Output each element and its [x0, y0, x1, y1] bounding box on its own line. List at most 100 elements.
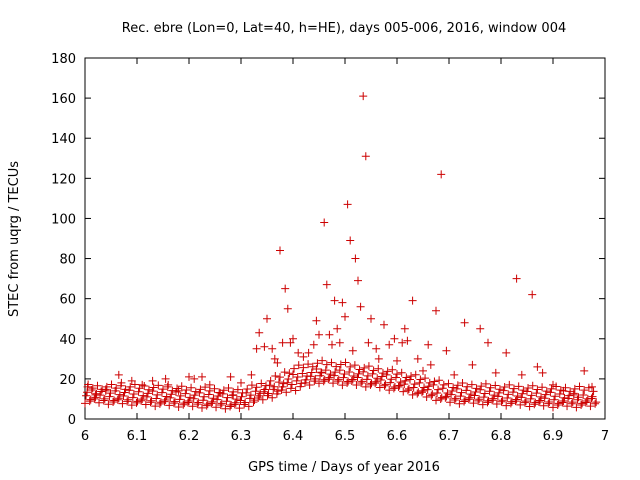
data-point	[226, 402, 235, 411]
data-point	[393, 356, 401, 365]
data-point	[170, 397, 179, 406]
data-point	[273, 358, 282, 367]
data-point	[164, 380, 173, 389]
data-point	[400, 324, 409, 333]
data-point	[231, 398, 240, 407]
data-point	[129, 390, 138, 399]
data-point	[335, 366, 344, 375]
data-point	[304, 348, 313, 357]
data-point	[444, 379, 453, 388]
data-point	[408, 390, 417, 399]
data-point	[570, 384, 579, 393]
data-point	[87, 385, 96, 394]
data-point	[93, 381, 102, 390]
y-tick-label: 160	[51, 92, 76, 107]
data-point	[169, 399, 178, 408]
data-point	[334, 375, 343, 384]
data-point	[133, 397, 142, 406]
data-point	[580, 386, 589, 395]
data-point	[148, 387, 157, 396]
data-point	[327, 358, 336, 367]
data-point	[374, 354, 383, 363]
data-point	[142, 392, 151, 401]
data-point	[336, 360, 345, 369]
data-point	[569, 390, 578, 399]
data-point	[550, 395, 559, 404]
data-point	[579, 391, 588, 400]
y-tick-label: 40	[59, 333, 76, 348]
data-point	[423, 385, 432, 394]
data-point	[511, 397, 520, 406]
data-point	[98, 385, 107, 394]
data-point	[578, 399, 587, 408]
data-point	[341, 312, 349, 321]
data-point	[424, 382, 433, 391]
data-point	[507, 397, 516, 406]
data-point	[256, 389, 265, 398]
data-point	[390, 382, 399, 391]
data-point	[147, 396, 156, 405]
data-point	[433, 388, 442, 397]
data-point	[209, 394, 218, 403]
data-point	[442, 392, 451, 401]
data-point	[391, 373, 400, 382]
data-point	[492, 399, 501, 408]
data-point	[498, 396, 507, 405]
data-point	[162, 392, 171, 401]
data-point	[385, 386, 394, 395]
data-point	[514, 382, 523, 391]
data-point	[208, 397, 217, 406]
data-point	[493, 392, 502, 401]
data-point	[194, 398, 203, 407]
data-point	[360, 363, 369, 372]
data-point	[326, 370, 335, 379]
data-point	[399, 387, 408, 396]
data-point	[223, 393, 232, 402]
data-point	[338, 298, 347, 307]
data-point	[285, 369, 294, 378]
data-point	[251, 387, 260, 396]
data-point	[117, 378, 126, 387]
data-point	[90, 394, 99, 403]
data-point	[268, 393, 277, 402]
data-point	[312, 316, 321, 325]
data-point	[110, 396, 119, 405]
data-point	[504, 390, 513, 399]
data-point	[317, 368, 326, 377]
data-point	[513, 391, 522, 400]
data-point	[438, 384, 447, 393]
data-point	[198, 403, 206, 412]
data-point	[432, 306, 440, 315]
data-point	[457, 388, 466, 397]
data-point	[387, 375, 396, 384]
data-point	[518, 389, 527, 398]
x-tick-label: 6.7	[439, 429, 460, 444]
data-point	[166, 393, 175, 402]
data-point	[419, 386, 427, 395]
data-point	[127, 401, 136, 410]
data-point	[450, 395, 459, 404]
data-point	[199, 396, 208, 405]
data-point	[149, 383, 158, 392]
data-point	[287, 380, 296, 389]
data-point	[181, 389, 190, 398]
data-point	[244, 402, 253, 411]
data-point	[185, 372, 193, 381]
data-point	[99, 396, 108, 405]
data-point	[470, 391, 479, 400]
data-point	[240, 400, 249, 409]
data-point	[182, 386, 191, 395]
data-point	[180, 399, 189, 408]
data-point	[385, 340, 394, 349]
data-point	[380, 320, 388, 329]
data-point	[257, 379, 266, 388]
y-tick-label: 20	[59, 373, 76, 388]
data-point	[196, 385, 205, 394]
data-point	[416, 375, 425, 384]
data-point	[85, 397, 94, 406]
data-point	[414, 388, 423, 397]
data-point	[586, 402, 595, 411]
data-point	[354, 276, 362, 285]
data-point	[551, 392, 560, 401]
data-point	[442, 346, 451, 355]
